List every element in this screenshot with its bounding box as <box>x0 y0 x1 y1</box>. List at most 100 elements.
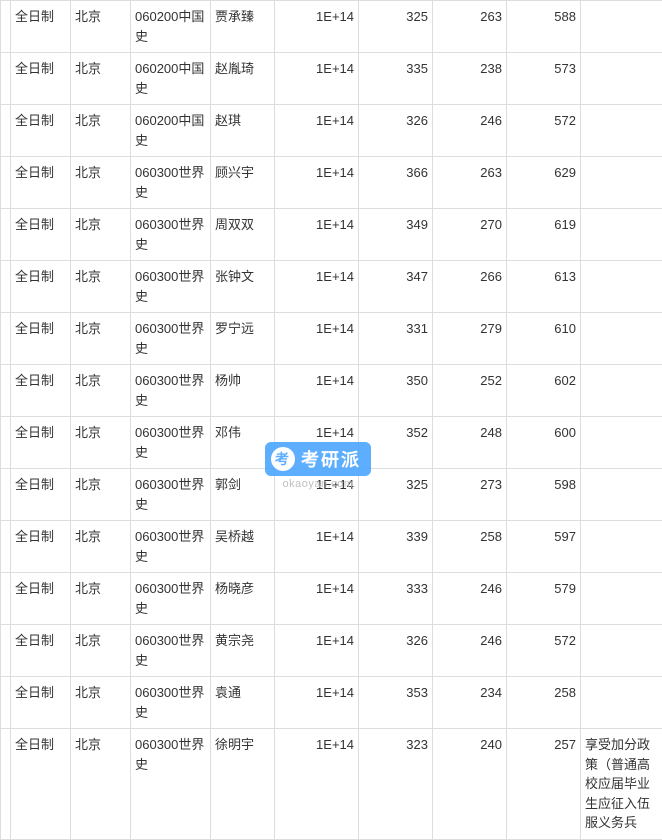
score2-cell: 279 <box>433 313 507 365</box>
note-cell <box>581 53 662 105</box>
score2-cell: 258 <box>433 521 507 573</box>
note-cell <box>581 677 662 729</box>
id-cell: 1E+14 <box>275 521 359 573</box>
score2-cell: 240 <box>433 729 507 840</box>
table-row: 全日制北京060300世界史邓伟1E+14352248600 <box>1 417 662 469</box>
name-cell: 赵琪 <box>211 105 275 157</box>
location-cell: 北京 <box>71 469 131 521</box>
score3-cell: 257 <box>507 729 581 840</box>
location-cell: 北京 <box>71 365 131 417</box>
major-cell: 060300世界史 <box>131 469 211 521</box>
score1-cell: 339 <box>359 521 433 573</box>
table-row: 全日制北京060300世界史周双双1E+14349270619 <box>1 209 662 261</box>
table-row: 全日制北京060300世界史吴桥越1E+14339258597 <box>1 521 662 573</box>
gutter-cell <box>1 729 11 840</box>
score1-cell: 331 <box>359 313 433 365</box>
location-cell: 北京 <box>71 313 131 365</box>
name-cell: 郭剑 <box>211 469 275 521</box>
score2-cell: 246 <box>433 573 507 625</box>
note-cell <box>581 469 662 521</box>
table-row: 全日制北京060200中国史赵胤琦1E+14335238573 <box>1 53 662 105</box>
score3-cell: 600 <box>507 417 581 469</box>
id-cell: 1E+14 <box>275 625 359 677</box>
major-cell: 060200中国史 <box>131 1 211 53</box>
score3-cell: 610 <box>507 313 581 365</box>
id-cell: 1E+14 <box>275 105 359 157</box>
id-cell: 1E+14 <box>275 469 359 521</box>
score1-cell: 333 <box>359 573 433 625</box>
id-cell: 1E+14 <box>275 1 359 53</box>
name-cell: 贾承臻 <box>211 1 275 53</box>
score2-cell: 234 <box>433 677 507 729</box>
table-row: 全日制北京060300世界史罗宁远1E+14331279610 <box>1 313 662 365</box>
mode-cell: 全日制 <box>11 209 71 261</box>
id-cell: 1E+14 <box>275 53 359 105</box>
score3-cell: 598 <box>507 469 581 521</box>
score1-cell: 347 <box>359 261 433 313</box>
score3-cell: 588 <box>507 1 581 53</box>
note-cell <box>581 157 662 209</box>
name-cell: 袁通 <box>211 677 275 729</box>
name-cell: 黄宗尧 <box>211 625 275 677</box>
gutter-cell <box>1 677 11 729</box>
score3-cell: 579 <box>507 573 581 625</box>
gutter-cell <box>1 469 11 521</box>
score2-cell: 248 <box>433 417 507 469</box>
major-cell: 060300世界史 <box>131 625 211 677</box>
name-cell: 顾兴宇 <box>211 157 275 209</box>
table-row: 全日制北京060300世界史郭剑1E+14325273598 <box>1 469 662 521</box>
mode-cell: 全日制 <box>11 53 71 105</box>
score1-cell: 326 <box>359 625 433 677</box>
score2-cell: 263 <box>433 1 507 53</box>
major-cell: 060300世界史 <box>131 261 211 313</box>
note-cell <box>581 313 662 365</box>
major-cell: 060200中国史 <box>131 53 211 105</box>
note-cell: 享受加分政策（普通高校应届毕业生应征入伍服义务兵 <box>581 729 662 840</box>
note-cell <box>581 261 662 313</box>
score1-cell: 350 <box>359 365 433 417</box>
mode-cell: 全日制 <box>11 573 71 625</box>
name-cell: 邓伟 <box>211 417 275 469</box>
mode-cell: 全日制 <box>11 521 71 573</box>
score1-cell: 353 <box>359 677 433 729</box>
major-cell: 060200中国史 <box>131 105 211 157</box>
score2-cell: 273 <box>433 469 507 521</box>
major-cell: 060300世界史 <box>131 313 211 365</box>
score3-cell: 572 <box>507 625 581 677</box>
gutter-cell <box>1 1 11 53</box>
score3-cell: 597 <box>507 521 581 573</box>
score3-cell: 629 <box>507 157 581 209</box>
note-cell <box>581 1 662 53</box>
location-cell: 北京 <box>71 521 131 573</box>
gutter-cell <box>1 105 11 157</box>
gutter-cell <box>1 313 11 365</box>
location-cell: 北京 <box>71 625 131 677</box>
id-cell: 1E+14 <box>275 313 359 365</box>
note-cell <box>581 521 662 573</box>
note-cell <box>581 573 662 625</box>
gutter-cell <box>1 365 11 417</box>
score1-cell: 352 <box>359 417 433 469</box>
score2-cell: 246 <box>433 105 507 157</box>
mode-cell: 全日制 <box>11 313 71 365</box>
note-cell <box>581 105 662 157</box>
score1-cell: 366 <box>359 157 433 209</box>
id-cell: 1E+14 <box>275 261 359 313</box>
note-cell <box>581 417 662 469</box>
gutter-cell <box>1 53 11 105</box>
score2-cell: 263 <box>433 157 507 209</box>
gutter-cell <box>1 209 11 261</box>
id-cell: 1E+14 <box>275 365 359 417</box>
location-cell: 北京 <box>71 157 131 209</box>
name-cell: 杨晓彦 <box>211 573 275 625</box>
mode-cell: 全日制 <box>11 1 71 53</box>
score1-cell: 326 <box>359 105 433 157</box>
gutter-cell <box>1 521 11 573</box>
mode-cell: 全日制 <box>11 677 71 729</box>
mode-cell: 全日制 <box>11 729 71 840</box>
id-cell: 1E+14 <box>275 677 359 729</box>
name-cell: 周双双 <box>211 209 275 261</box>
score3-cell: 613 <box>507 261 581 313</box>
name-cell: 张钟文 <box>211 261 275 313</box>
score1-cell: 325 <box>359 469 433 521</box>
